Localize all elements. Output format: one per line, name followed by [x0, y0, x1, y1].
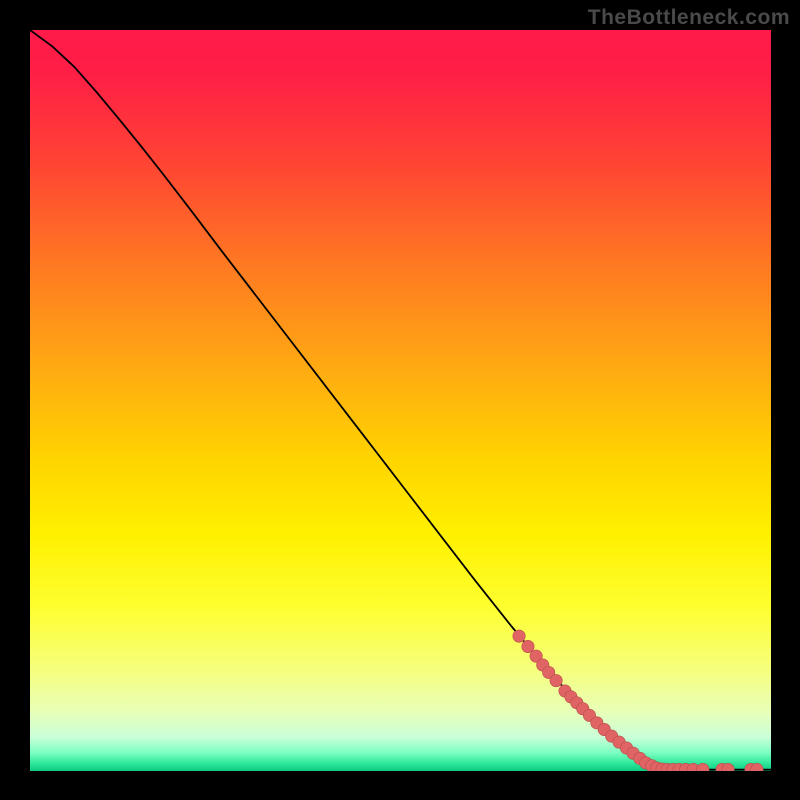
- chart-svg: [30, 30, 771, 771]
- data-marker: [522, 640, 534, 652]
- chart-plot-area: [30, 30, 771, 771]
- watermark-text: TheBottleneck.com: [588, 6, 790, 30]
- data-marker: [513, 630, 525, 642]
- data-marker: [550, 674, 562, 686]
- chart-background: [30, 30, 771, 771]
